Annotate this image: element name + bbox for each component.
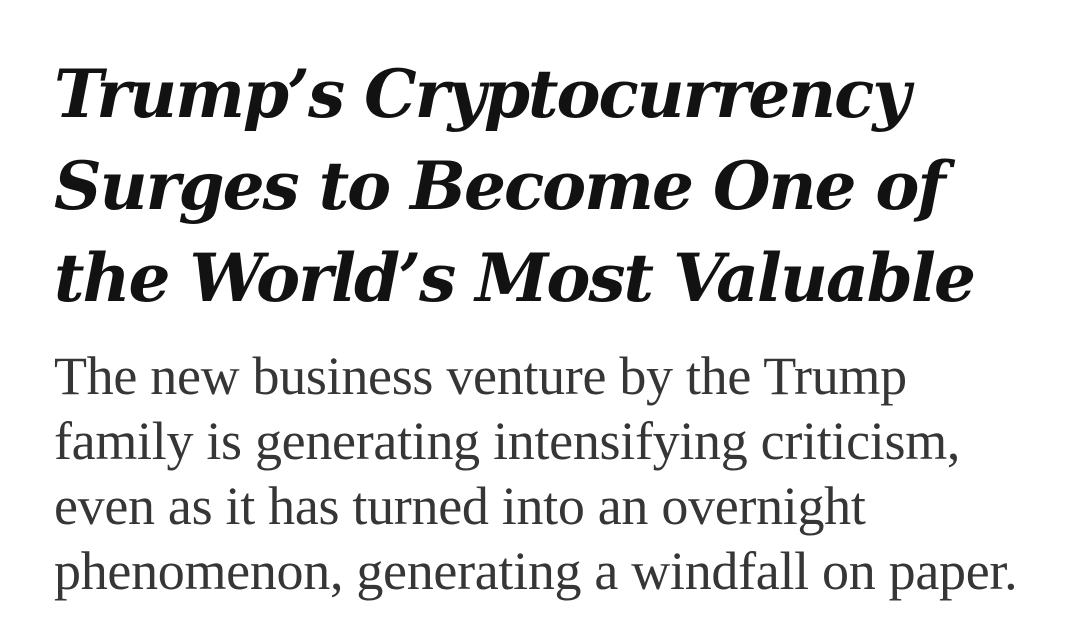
article-headline: Trump’s Cryptocurrency Surges to Become …: [54, 55, 976, 317]
article-header: Trump’s Cryptocurrency Surges to Become …: [54, 48, 1054, 604]
article-summary: The new business venture by the Trump fa…: [54, 346, 1018, 601]
